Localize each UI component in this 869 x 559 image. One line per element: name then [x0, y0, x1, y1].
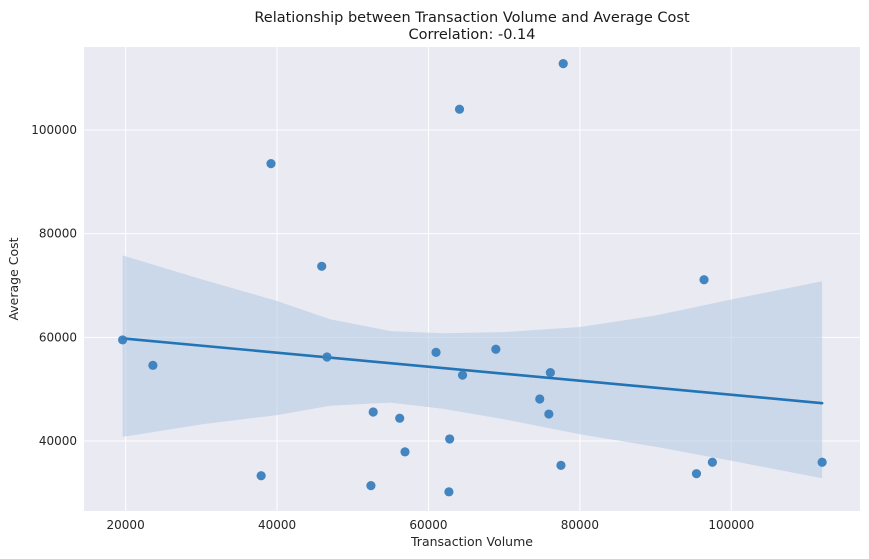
y-tick-label: 100000 — [31, 123, 77, 137]
y-tick-label: 80000 — [39, 227, 77, 241]
data-point — [457, 370, 468, 380]
data-point — [148, 360, 158, 370]
data-point — [707, 457, 717, 467]
data-point — [691, 469, 702, 479]
confidence-band-area — [122, 255, 823, 479]
x-tick-label: 20000 — [107, 518, 145, 532]
data-point — [558, 58, 568, 69]
y-tick-label: 60000 — [39, 330, 77, 344]
data-points — [118, 58, 827, 497]
regression-line — [121, 337, 824, 405]
chart-title: Relationship between Transaction Volume … — [254, 10, 690, 26]
data-point — [535, 394, 545, 404]
x-tick-label: 60000 — [409, 518, 447, 532]
confidence-band — [122, 255, 823, 479]
y-tick-labels: 40000 60000 80000 100000 — [31, 123, 77, 448]
x-axis-label: Transaction Volume — [410, 534, 533, 549]
data-point — [400, 447, 410, 457]
x-tick-labels: 20000 40000 60000 80000 100000 — [107, 518, 755, 532]
data-point — [545, 367, 555, 378]
data-point — [368, 407, 378, 417]
data-point — [266, 159, 276, 169]
x-tick-label: 80000 — [561, 518, 599, 532]
data-point — [444, 487, 454, 497]
data-point — [395, 413, 405, 423]
data-point — [256, 471, 266, 481]
data-point — [454, 104, 465, 114]
data-point — [544, 409, 554, 419]
data-point — [491, 344, 501, 354]
data-point — [556, 460, 566, 470]
data-point — [366, 480, 376, 491]
data-point — [445, 434, 455, 444]
y-axis-label: Average Cost — [6, 237, 21, 320]
data-point — [322, 352, 332, 362]
regression-line-path — [121, 337, 824, 405]
data-point — [317, 261, 327, 271]
y-tick-label: 40000 — [39, 434, 77, 448]
data-point — [699, 275, 709, 285]
data-point — [817, 457, 827, 467]
chart-subtitle: Correlation: -0.14 — [409, 27, 536, 43]
data-point — [431, 347, 441, 357]
x-tick-label: 100000 — [708, 518, 754, 532]
data-point — [118, 335, 128, 345]
x-tick-label: 40000 — [258, 518, 296, 532]
